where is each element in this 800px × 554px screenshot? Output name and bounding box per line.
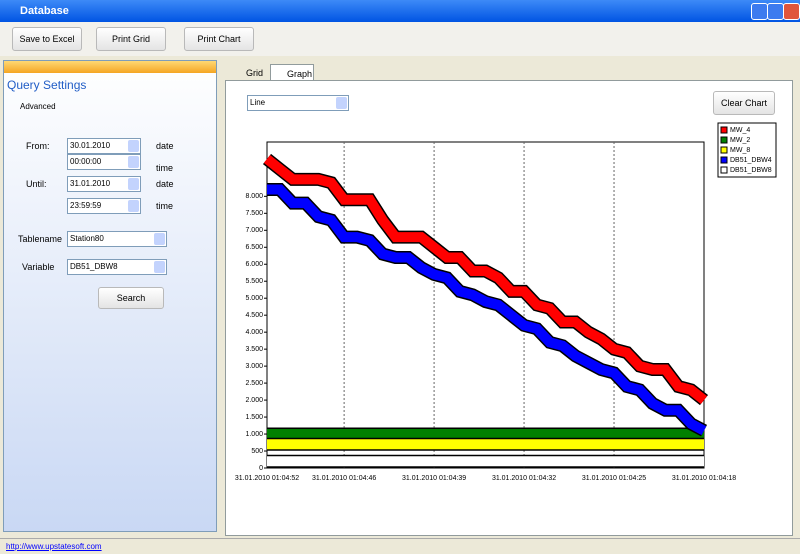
y-tick-label: 2.500 (245, 380, 263, 387)
y-tick-label: 5.500 (245, 278, 263, 285)
query-panel: Query Settings Advanced From: 30.01.2010… (3, 60, 217, 532)
panel-strip (4, 61, 216, 73)
minimize[interactable] (751, 3, 768, 20)
legend-label: MW_4 (730, 127, 750, 134)
print-grid[interactable]: Print Grid (96, 27, 166, 51)
from-time[interactable]: 00:00:00 (67, 154, 141, 170)
legend-box (717, 122, 777, 178)
tablename-select[interactable]: Station80 (67, 231, 167, 247)
y-tick-label: 1.000 (245, 431, 263, 438)
y-tick-label: 6.500 (245, 244, 263, 251)
until-label: Until: (26, 179, 47, 189)
print-chart[interactable]: Print Chart (184, 27, 254, 51)
advanced-check[interactable]: Advanced (20, 102, 56, 111)
from-label: From: (26, 141, 50, 151)
maximize[interactable] (767, 3, 784, 20)
legend-label: DB51_DBW8 (730, 167, 772, 174)
y-tick-label: 7.000 (245, 227, 263, 234)
y-tick-label: 3.500 (245, 346, 263, 353)
y-tick-label: 3.000 (245, 363, 263, 370)
status-bar: http://www.upstatesoft.com (0, 538, 800, 554)
x-tick-label: 31.01.2010 01:04:46 (312, 475, 376, 482)
x-tick-label: 31.01.2010 01:04:25 (582, 475, 646, 482)
y-tick-label: 8.000 (245, 193, 263, 200)
chart: 0 500 1.000 1.500 2.000 2.500 3.000 3.500 4.000 4… (235, 122, 777, 482)
y-tick-label: 1.500 (245, 414, 263, 421)
time-label: time (156, 201, 174, 211)
y-tick-label: 4.000 (245, 329, 263, 336)
variable-select[interactable]: DB51_DBW8 (67, 259, 167, 275)
y-tick-label: 5.000 (245, 295, 263, 302)
series-line (263, 155, 708, 405)
y-tick-label: 6.000 (245, 261, 263, 268)
legend-swatch (720, 146, 728, 154)
chart-type-select[interactable]: Line (247, 95, 349, 111)
close[interactable] (783, 3, 800, 20)
x-tick-label: 31.01.2010 01:04:52 (235, 475, 299, 482)
title-bar: Database (0, 0, 800, 22)
series-line (267, 184, 707, 436)
y-tick-label: 500 (251, 448, 263, 455)
window-title: Database (20, 5, 69, 17)
legend-label: MW_8 (730, 147, 750, 154)
legend-swatch (720, 126, 728, 134)
legend-swatch (720, 166, 728, 174)
y-tick-label: 0 (259, 465, 263, 472)
legend-label: DB51_DBW4 (730, 157, 772, 164)
y-tick-label: 4.500 (245, 312, 263, 319)
variable-label: Variable (22, 262, 55, 272)
from-date[interactable]: 30.01.2010 (67, 138, 141, 154)
tab-grid[interactable]: Grid (246, 68, 264, 78)
search-button[interactable]: Search (98, 287, 164, 309)
x-tick-label: 31.01.2010 01:04:32 (492, 475, 556, 482)
date-label: date (156, 141, 174, 151)
status-link[interactable]: http://www.upstatesoft.com (6, 542, 102, 551)
panel-title: Query Settings (7, 78, 87, 92)
date-label: date (156, 179, 174, 189)
save-excel[interactable]: Save to Excel (12, 27, 82, 51)
legend-label: MW_2 (730, 137, 750, 144)
tablename-label: Tablename (18, 234, 63, 244)
until-date[interactable]: 31.01.2010 (67, 176, 141, 192)
legend-swatch (720, 136, 728, 144)
clear-chart[interactable]: Clear Chart (713, 91, 775, 115)
y-tick-label: 2.000 (245, 397, 263, 404)
time-label: time (156, 163, 174, 173)
x-tick-label: 31.01.2010 01:04:18 (672, 475, 736, 482)
legend-swatch (720, 156, 728, 164)
tab-graph[interactable]: Graph (270, 64, 314, 81)
y-tick-label: 7.500 (245, 210, 263, 217)
until-time[interactable]: 23:59:59 (67, 198, 141, 214)
x-tick-label: 31.01.2010 01:04:39 (402, 475, 466, 482)
